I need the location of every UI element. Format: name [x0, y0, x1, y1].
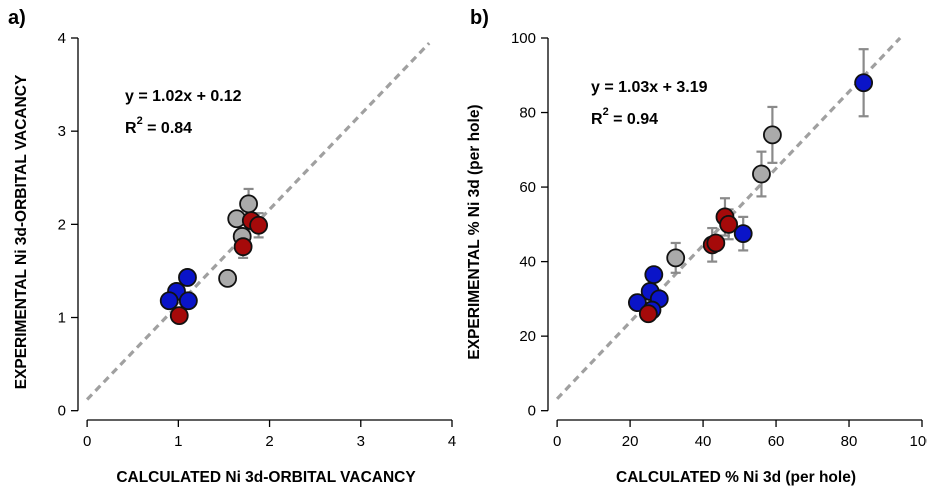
panel-b-y-tick-label: 0: [528, 403, 536, 420]
panel-b-data-point-gray: [666, 248, 686, 268]
panel-b-data-point-red: [706, 233, 726, 253]
panel-a-label: a): [8, 7, 26, 29]
panel-a-data-point-red: [233, 237, 253, 257]
panel-a-y-tick-label: 4: [58, 30, 66, 47]
panel-a-x-tick-label: 4: [448, 433, 456, 450]
panel-a-data-point-blue: [178, 268, 197, 287]
panel-a-y-tick-label: 0: [58, 403, 66, 420]
panel-b-x-tick-label: 100: [909, 433, 927, 450]
panel-b-marks: 0 20 40 60 80 100 0 20 40 60 80 100: [511, 30, 927, 450]
panel-a-data-point-red: [169, 306, 189, 326]
panel-b-x-tick-label: 60: [768, 433, 785, 450]
panel-b-data-point-red: [719, 214, 739, 234]
panel-a-data-point-blue: [159, 291, 179, 311]
panel-b: b) 0 20 40 60 80 100 0 20 40 60 80 100 y = 1.03x + …: [466, 7, 927, 486]
panel-a-y-tick-label: 1: [58, 310, 66, 327]
panel-b-x-tick-label: 80: [841, 433, 858, 450]
panel-a-data-point-gray: [218, 268, 238, 288]
panel-a-data-point-blue: [178, 291, 198, 311]
panel-b-r-squared: R2 = 0.94: [591, 106, 658, 128]
panel-b-x-tick-label: 20: [622, 433, 639, 450]
panel-a-data-point-red: [249, 215, 269, 235]
panel-a-y-tick-label: 3: [58, 123, 66, 140]
panel-b-x-tick-label: 40: [695, 433, 712, 450]
panel-a-x-tick-label: 3: [357, 433, 365, 450]
panel-b-data-point-red: [638, 304, 658, 324]
panel-a-equation: y = 1.02x + 0.12: [125, 88, 242, 105]
panel-b-y-tick-label: 100: [511, 30, 536, 47]
panel-b-data-point-gray: [763, 125, 782, 145]
panel-b-equation: y = 1.03x + 3.19: [591, 79, 708, 96]
panel-b-x-axis-title: CALCULATED % Ni 3d (per hole): [616, 469, 856, 486]
panel-b-data-point-gray: [752, 164, 771, 184]
panel-b-data-point-blue: [627, 293, 647, 313]
panel-b-y-tick-label: 60: [519, 179, 536, 196]
panel-a-x-tick-label: 0: [83, 433, 91, 450]
panel-b-fit-line: [555, 36, 902, 400]
panel-b-data-point-blue: [733, 224, 753, 244]
panel-a-y-axis-title: EXPERIMENTAL Ni 3d-ORBITAL VACANCY: [13, 74, 30, 389]
panel-b-y-tick-label: 80: [519, 105, 536, 122]
panel-b-y-axis-title: EXPERIMENTAL % Ni 3d (per hole): [466, 104, 483, 359]
panel-a-data-point-gray: [239, 194, 258, 214]
panel-a-x-tick-label: 1: [174, 433, 182, 450]
panel-a-x-axis-title: CALCULATED Ni 3d-ORBITAL VACANCY: [116, 469, 416, 486]
panel-a-marks: 0 1 2 3 4 0 1 2 3 4: [58, 30, 457, 450]
panel-b-y-tick-label: 20: [519, 328, 536, 345]
panel-b-label: b): [470, 7, 489, 29]
panel-a-x-tick-label: 2: [265, 433, 273, 450]
panel-b-data-point-blue: [644, 265, 664, 285]
panel-b-y-tick-label: 40: [519, 254, 536, 271]
panel-a-y-tick-label: 2: [58, 216, 66, 233]
panel-a: a) 0 1 2 3 4 0 1 2 3 4 y = 1.02x + 0.12 R2 = 0.84…: [8, 7, 456, 486]
panel-b-data-point-blue: [854, 73, 874, 93]
panel-a-r-squared: R2 = 0.84: [125, 115, 192, 137]
panel-b-x-tick-label: 0: [553, 433, 561, 450]
